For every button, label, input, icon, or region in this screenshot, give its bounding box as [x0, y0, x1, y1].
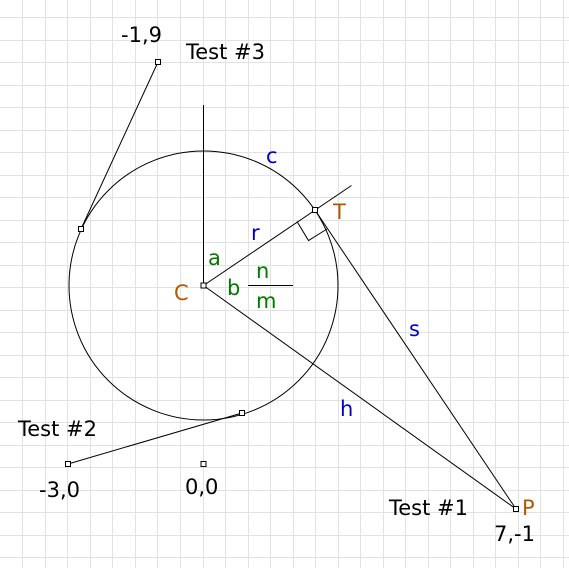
arc-label: c — [266, 144, 278, 168]
test2-tangent-point — [239, 410, 245, 416]
test1-label: Test #1 — [388, 496, 468, 520]
origin-point — [200, 461, 207, 467]
angle-a-label: a — [208, 246, 221, 270]
tangent-point-label: T — [332, 200, 346, 224]
tangent-length-label: s — [409, 317, 420, 341]
angle-b-label: b — [227, 276, 240, 300]
left-coordinate-label: -3,0 — [39, 478, 80, 502]
top-coordinate-label: -1,9 — [121, 23, 162, 47]
radius-line — [203, 185, 352, 286]
test2-label: Test #2 — [17, 417, 97, 441]
test3-label: Test #3 — [185, 40, 265, 64]
radius-label: r — [251, 221, 260, 245]
external-point-label: P — [522, 496, 535, 520]
right-angle-marker — [296, 221, 328, 242]
hypotenuse-line — [203, 285, 517, 510]
center-label: C — [174, 281, 189, 305]
p-coordinate-label: 7,-1 — [494, 522, 535, 546]
fraction-denominator: m — [256, 289, 276, 313]
tangent-line — [314, 209, 517, 510]
center-point — [200, 282, 207, 289]
top-point — [155, 59, 161, 65]
external-point — [513, 506, 519, 512]
hypotenuse-label: h — [340, 397, 353, 421]
tangent-point — [312, 207, 318, 213]
test2-tangent-line — [67, 412, 243, 465]
left-point — [65, 461, 71, 467]
test3-tangent-line — [80, 61, 159, 230]
fraction-numerator: n — [256, 259, 269, 283]
test3-tangent-point — [78, 226, 84, 232]
origin-coordinate-label: 0,0 — [185, 475, 218, 499]
